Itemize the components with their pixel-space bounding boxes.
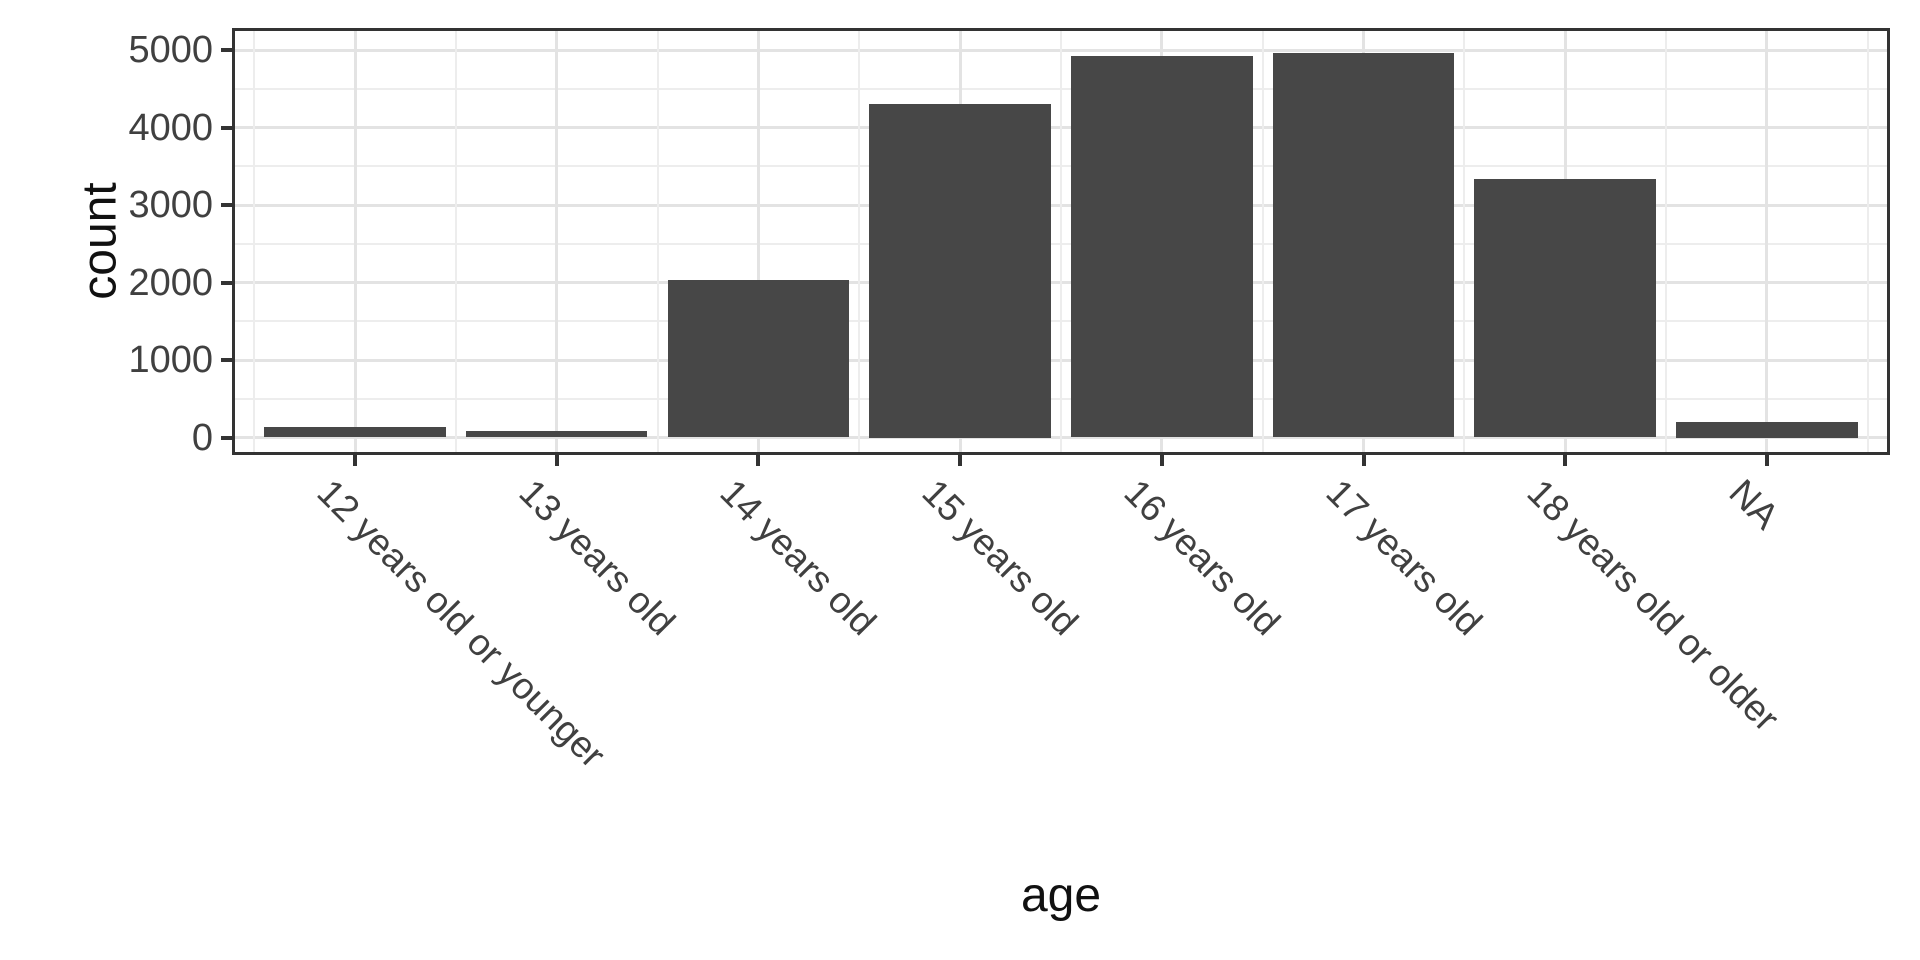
y-tick-mark: [221, 48, 232, 52]
y-tick-label: 0: [191, 416, 213, 459]
v-gridline-major: [353, 30, 357, 453]
v-gridline-minor: [1059, 30, 1062, 453]
v-gridline-minor: [253, 30, 256, 453]
bar-3: [869, 104, 1051, 438]
bar-6: [1474, 179, 1656, 438]
x-axis-title: age: [1020, 869, 1102, 922]
v-gridline-minor: [1665, 30, 1668, 453]
v-gridline-major: [555, 30, 559, 453]
y-tick-label: 3000: [128, 184, 213, 226]
v-gridline-minor: [454, 30, 457, 453]
v-gridline-minor: [858, 30, 861, 453]
x-tick-label: 13 years old: [511, 471, 683, 644]
y-tick-mark: [221, 203, 232, 207]
chart-panel: [232, 28, 1890, 455]
x-tick-mark: [1563, 455, 1568, 466]
x-tick-mark: [958, 455, 963, 466]
y-tick-mark: [221, 280, 232, 285]
x-tick-mark: [1764, 455, 1769, 466]
x-tick-mark: [756, 455, 761, 466]
y-tick-label: 4000: [128, 106, 213, 149]
x-tick-label: 14 years old: [712, 471, 885, 644]
bar-5: [1272, 53, 1455, 438]
v-gridline-minor: [656, 30, 659, 453]
y-tick-mark: [221, 125, 232, 130]
x-tick-label: 17 years old: [1317, 471, 1490, 644]
y-tick-label: 2000: [128, 261, 213, 304]
bar-0: [264, 427, 446, 438]
bar-4: [1071, 56, 1253, 438]
v-gridline-minor: [1866, 30, 1869, 453]
y-tick-label: 1000: [128, 339, 213, 381]
x-tick-label: 15 years old: [914, 471, 1087, 644]
x-tick-label: 16 years old: [1116, 471, 1288, 644]
bar-1: [465, 430, 648, 438]
x-tick-mark: [353, 455, 357, 466]
x-tick-label: NA: [1721, 471, 1787, 537]
x-tick-mark: [1361, 455, 1366, 466]
bar-7: [1676, 422, 1858, 438]
y-tick-mark: [221, 358, 232, 362]
y-tick-mark: [221, 435, 232, 440]
y-tick-label: 5000: [128, 29, 213, 71]
bar-2: [667, 280, 850, 438]
v-gridline-major: [756, 30, 760, 453]
v-gridline-minor: [1261, 30, 1264, 453]
x-tick-mark: [554, 455, 559, 466]
x-tick-mark: [1159, 455, 1164, 466]
v-gridline-minor: [1463, 30, 1466, 453]
v-gridline-major: [1765, 30, 1769, 453]
